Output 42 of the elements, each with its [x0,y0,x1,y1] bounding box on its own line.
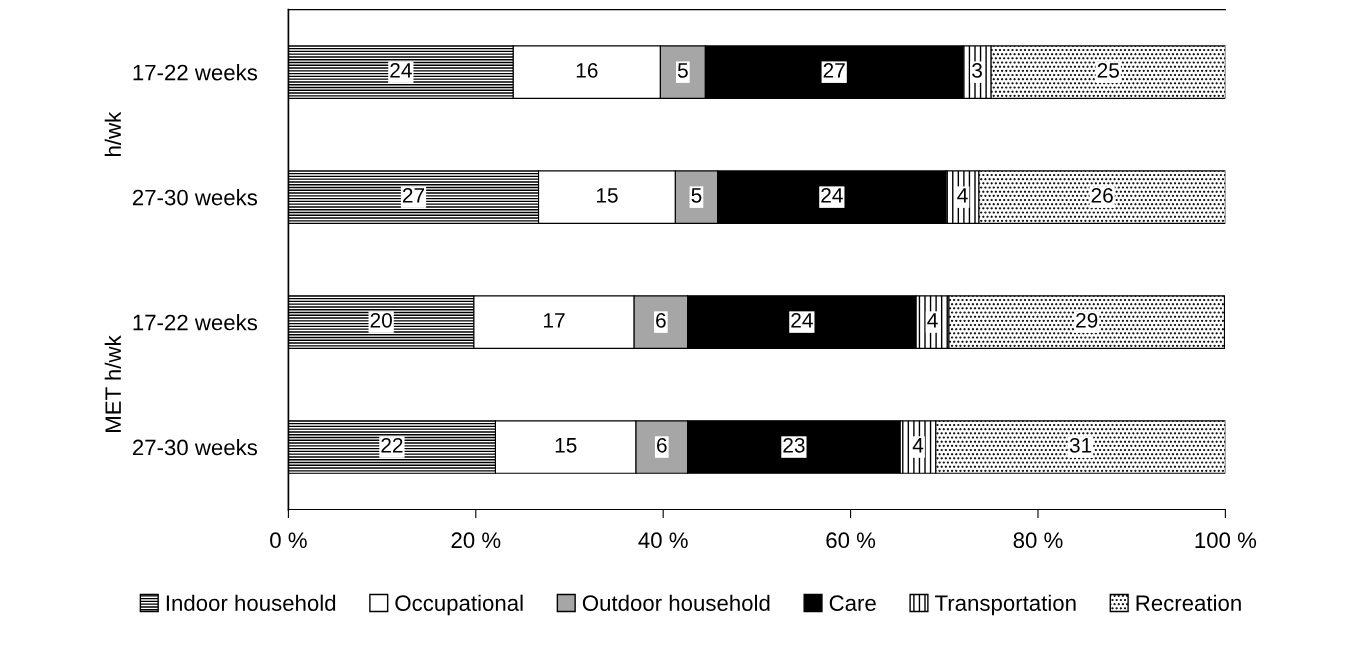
data-label: 29 [1076,312,1098,328]
text: MET h/wk [104,335,122,432]
legend-label: Occupational [395,594,523,616]
data-label: 27 [402,187,425,203]
x-tick-label: 20 % [451,532,501,549]
legend-label: Indoor household [166,594,336,611]
data-label: 31 [1069,437,1092,453]
data-label: 15 [596,188,618,203]
data-label: 25 [1097,63,1119,78]
data-label: 6 [656,312,666,328]
legend-label: Transportation [935,594,1076,616]
data-label: 4 [957,188,968,203]
data-label: 16 [576,63,598,78]
data-label: 24 [390,63,412,78]
data-label: 26 [1091,187,1113,203]
data-label: 22 [381,437,403,453]
data-label: 27 [823,63,845,78]
data-label: 24 [791,312,813,328]
data-label: 23 [783,437,805,453]
y-tick-label: 27-30 weeks [132,439,258,456]
x-tick-label: 80 % [1013,532,1063,549]
legend-label: Recreation [1136,594,1241,611]
data-label: 6 [657,437,667,453]
data-label: 5 [677,63,688,78]
x-tick-label: 0 % [270,532,307,549]
data-label: 4 [927,313,938,328]
legend-label: Care [829,595,876,611]
data-label: 24 [821,187,843,203]
data-label: 17 [544,313,565,328]
x-tick-label: 60 % [826,532,876,549]
x-tick-label: 40 % [638,532,688,549]
data-label: 4 [912,438,924,453]
data-label: 3 [972,63,982,78]
y-tick-label: 17-22 weeks [133,314,258,331]
x-tick-label: 100 % [1195,532,1257,549]
y-tick-label: 17-22 weeks [133,64,258,81]
data-label: 5 [691,188,702,203]
data-label: 20 [370,312,392,328]
text: h/wk [104,111,122,156]
data-label: 15 [555,438,577,453]
legend-label: Outdoor household [582,594,770,611]
y-tick-label: 27-30 weeks [132,189,258,206]
